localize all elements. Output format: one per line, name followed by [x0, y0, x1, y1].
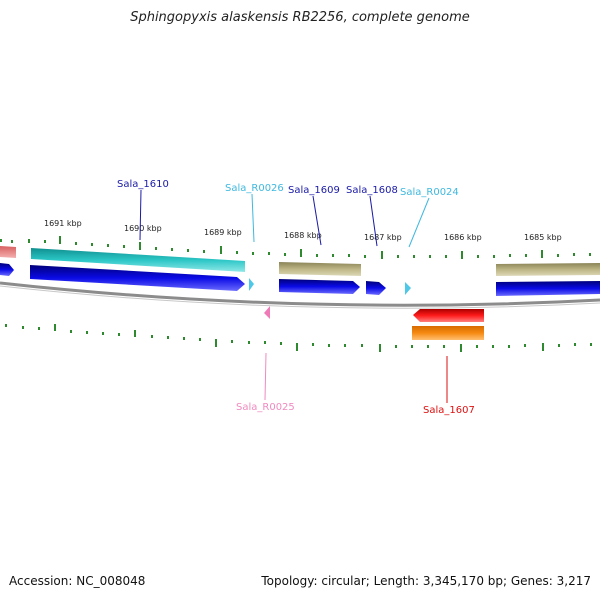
tick-label: 1691 kbp	[44, 219, 82, 228]
major-tick	[59, 236, 61, 244]
gene-label-sala-r0025[interactable]: Sala_R0025	[236, 402, 295, 413]
tick-label: 1689 kbp	[204, 228, 242, 237]
rrna-arrow-sala-r0025[interactable]	[264, 306, 270, 319]
feature-block	[31, 248, 245, 272]
feature-block	[412, 326, 484, 340]
map-title: Sphingopyxis alaskensis RB2256, complete…	[130, 10, 470, 25]
major-tick	[461, 251, 463, 259]
gene-labels: Sala_1610 Sala_R0026 Sala_1609 Sala_1608…	[117, 179, 475, 416]
gene-label-sala-1608[interactable]: Sala_1608	[346, 185, 398, 196]
major-tick	[139, 242, 141, 250]
gene-label-leaders	[139, 189, 448, 403]
genome-backbone-shadow	[0, 285, 600, 309]
major-tick	[220, 246, 222, 254]
gene-label-sala-r0026[interactable]: Sala_R0026	[225, 183, 284, 194]
gene-arrow-sala-1610[interactable]	[30, 265, 245, 291]
gene-arrow[interactable]	[496, 281, 600, 296]
outer-feature-ring	[0, 246, 600, 276]
gene-arrow-sala-1608[interactable]	[366, 281, 386, 295]
feature-block	[279, 262, 361, 276]
inner-tick-ruler	[5, 324, 592, 352]
feature-block	[0, 246, 16, 258]
topology-text: Topology: circular; Length: 3,345,170 bp…	[261, 574, 591, 588]
feature-block	[496, 263, 600, 276]
gene-arrow-sala-1607[interactable]	[413, 309, 484, 322]
rrna-arrow-sala-r0024[interactable]	[405, 282, 411, 295]
gene-arrow[interactable]	[0, 263, 14, 276]
gene-label-sala-1607[interactable]: Sala_1607	[423, 405, 475, 416]
inner-feature-ring	[412, 326, 484, 340]
major-tick	[300, 249, 302, 257]
tick-label: 1686 kbp	[444, 233, 482, 242]
rrna-arrow-sala-r0026[interactable]	[249, 278, 254, 291]
gene-label-sala-1610[interactable]: Sala_1610	[117, 179, 169, 190]
tick-label: 1690 kbp	[124, 224, 162, 233]
tick-labels: 1691 kbp 1690 kbp 1689 kbp 1688 kbp 1687…	[44, 219, 562, 242]
tick-label: 1685 kbp	[524, 233, 562, 242]
tick-label: 1688 kbp	[284, 231, 322, 240]
tick-label: 1687 kbp	[364, 233, 402, 242]
major-tick	[381, 251, 383, 259]
outer-tick-ruler	[0, 236, 591, 259]
gene-label-sala-r0024[interactable]: Sala_R0024	[400, 187, 459, 198]
forward-strand-genes	[0, 263, 600, 296]
reverse-strand-genes	[264, 306, 484, 322]
accession-text: Accession: NC_008048	[9, 574, 146, 588]
gene-label-sala-1609[interactable]: Sala_1609	[288, 185, 340, 196]
genome-backbone	[0, 281, 600, 307]
major-tick	[541, 250, 543, 258]
gene-arrow-sala-1609[interactable]	[279, 279, 360, 294]
